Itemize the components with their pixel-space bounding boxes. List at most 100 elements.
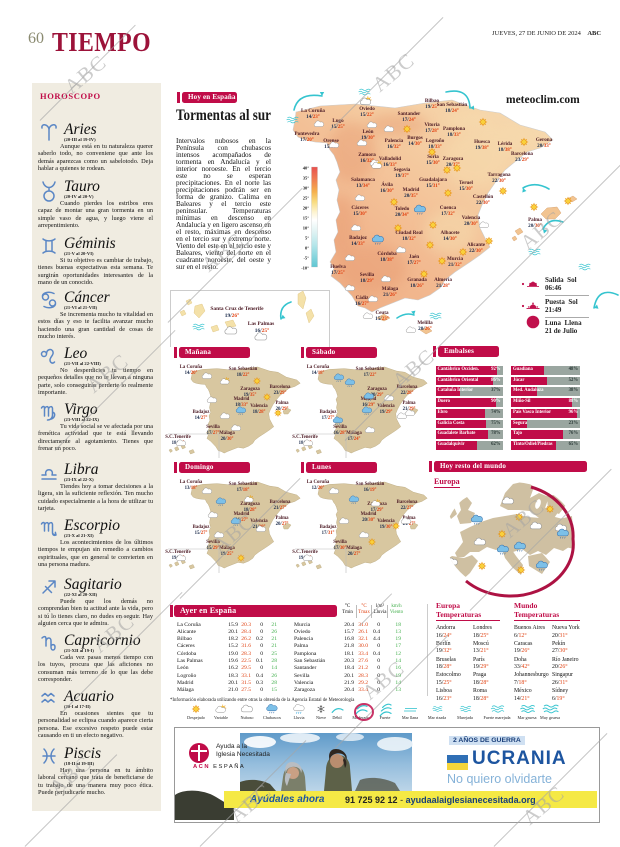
svg-text:15/22°: 15/22° [360,111,374,118]
svg-text:La Coruña: La Coruña [307,480,330,485]
svg-text:18/26°: 18/26° [410,282,424,289]
svg-text:16/32°: 16/32° [360,157,374,164]
svg-text:León: León [362,129,373,135]
svg-text:20/30°: 20/30° [362,518,375,523]
svg-text:Valencia: Valencia [377,404,395,409]
svg-text:Barcelona: Barcelona [397,500,418,505]
svg-text:16/28°: 16/28° [334,431,347,436]
svg-text:22/30°: 22/30° [469,247,483,254]
svg-text:20/35°: 20/35° [404,192,418,199]
svg-text:20/33°: 20/33° [537,142,551,149]
svg-text:15/27°: 15/27° [195,531,208,536]
svg-text:19/38°: 19/38° [475,144,489,151]
svg-text:20/30°: 20/30° [528,222,542,229]
svg-text:21/27°: 21/27° [403,522,416,527]
svg-text:20/27°: 20/27° [276,522,289,527]
svg-text:20/30°: 20/30° [221,437,234,442]
svg-text:Soria: Soria [427,154,439,160]
svg-text:15/30°: 15/30° [426,159,440,166]
svg-text:17/29°: 17/29° [371,508,384,513]
svg-text:13/18°: 13/18° [185,486,198,491]
svg-text:14/18°: 14/18° [312,371,325,376]
svg-text:18/33°: 18/33° [235,403,248,408]
svg-text:17/28°: 17/28° [425,127,439,134]
svg-text:20/27°: 20/27° [348,552,361,557]
svg-text:La Coruña: La Coruña [307,365,330,370]
svg-text:10°: 10° [303,226,310,231]
svg-text:14/27°: 14/27° [195,416,208,421]
svg-text:19/29°: 19/29° [380,410,393,415]
svg-text:Lérida: Lérida [498,141,513,147]
svg-text:16/30°: 16/30° [380,187,394,194]
svg-text:San Sebastián: San Sebastián [229,482,258,487]
svg-text:18/38°: 18/38° [380,256,394,263]
svg-text:Zaragoza: Zaragoza [443,156,464,162]
svg-text:Sevilla: Sevilla [333,425,347,430]
svg-text:S.C.Tenerife: S.C.Tenerife [165,435,190,440]
svg-text:17/20°: 17/20° [300,136,314,143]
svg-text:Valladolid: Valladolid [379,156,401,162]
svg-text:Palencia: Palencia [385,138,404,144]
svg-text:Palma: Palma [275,401,289,406]
svg-text:La Coruña: La Coruña [301,108,325,114]
svg-text:25°: 25° [303,196,310,201]
svg-text:30°: 30° [303,186,310,191]
svg-text:13/34°: 13/34° [356,182,370,189]
svg-text:15°: 15° [303,216,310,221]
svg-text:23/29°: 23/29° [274,391,287,396]
svg-text:19/26°: 19/26° [225,312,239,319]
svg-text:15/29°: 15/29° [207,546,220,551]
svg-text:17/31°: 17/31° [322,531,335,536]
svg-text:20/34°: 20/34° [395,211,409,218]
svg-text:Madrid: Madrid [361,512,377,517]
svg-text:16/27°: 16/27° [355,300,369,307]
svg-text:14/23°: 14/23° [306,113,320,120]
svg-text:Málaga: Málaga [219,431,235,436]
svg-text:20/29°: 20/29° [276,407,289,412]
svg-text:19/37°: 19/37° [395,172,409,179]
svg-text:Zaragoza: Zaragoza [240,502,260,507]
svg-text:Ávila: Ávila [381,180,393,188]
svg-text:17/24°: 17/24° [402,116,416,123]
svg-text:Las Palmas: Las Palmas [248,321,275,327]
svg-text:17/25°: 17/25° [331,269,345,276]
svg-text:Burgos: Burgos [407,135,423,141]
svg-text:Valencia: Valencia [250,404,268,409]
svg-text:-10°: -10° [301,266,309,271]
svg-text:Valencia: Valencia [377,519,395,524]
svg-text:21/27°: 21/27° [274,506,287,511]
svg-text:S.C.Tenerife: S.C.Tenerife [292,435,317,440]
svg-text:18/38°: 18/38° [498,146,512,153]
svg-text:17/30°: 17/30° [334,546,347,551]
svg-text:Zaragoza: Zaragoza [240,387,260,392]
svg-text:18/33°: 18/33° [447,131,461,138]
svg-text:La Coruña: La Coruña [180,365,203,370]
svg-text:40°: 40° [303,166,310,171]
svg-text:15/31°: 15/31° [426,182,440,189]
svg-text:17/27°: 17/27° [207,431,220,436]
svg-text:18/32°: 18/32° [402,235,416,242]
svg-text:San Sebastián: San Sebastián [229,367,258,372]
svg-text:Sevilla: Sevilla [333,540,347,545]
svg-text:19/30°: 19/30° [380,525,393,530]
svg-text:19/25°: 19/25° [221,552,234,557]
svg-text:18/29°: 18/29° [360,277,374,284]
svg-text:Palma: Palma [275,516,289,521]
svg-text:Badajoz: Badajoz [320,410,338,415]
svg-text:23/29°: 23/29° [515,156,529,163]
svg-text:17/24°: 17/24° [348,437,361,442]
svg-text:22/30°: 22/30° [476,199,490,206]
svg-text:Barcelona: Barcelona [397,385,418,390]
svg-text:Madrid: Madrid [234,512,250,517]
svg-text:20°: 20° [303,206,310,211]
svg-text:Málaga: Málaga [346,431,362,436]
svg-text:17/18°: 17/18° [237,488,250,493]
svg-text:Zamora: Zamora [358,152,376,158]
svg-text:Málaga: Málaga [346,546,362,551]
svg-text:Madrid: Madrid [234,397,250,402]
svg-text:San Sebastián: San Sebastián [437,102,468,108]
svg-text:Orense: Orense [323,138,339,144]
svg-text:22/28°: 22/28° [401,391,414,396]
svg-text:15/30°: 15/30° [459,185,473,192]
svg-text:La Coruña: La Coruña [180,480,203,485]
